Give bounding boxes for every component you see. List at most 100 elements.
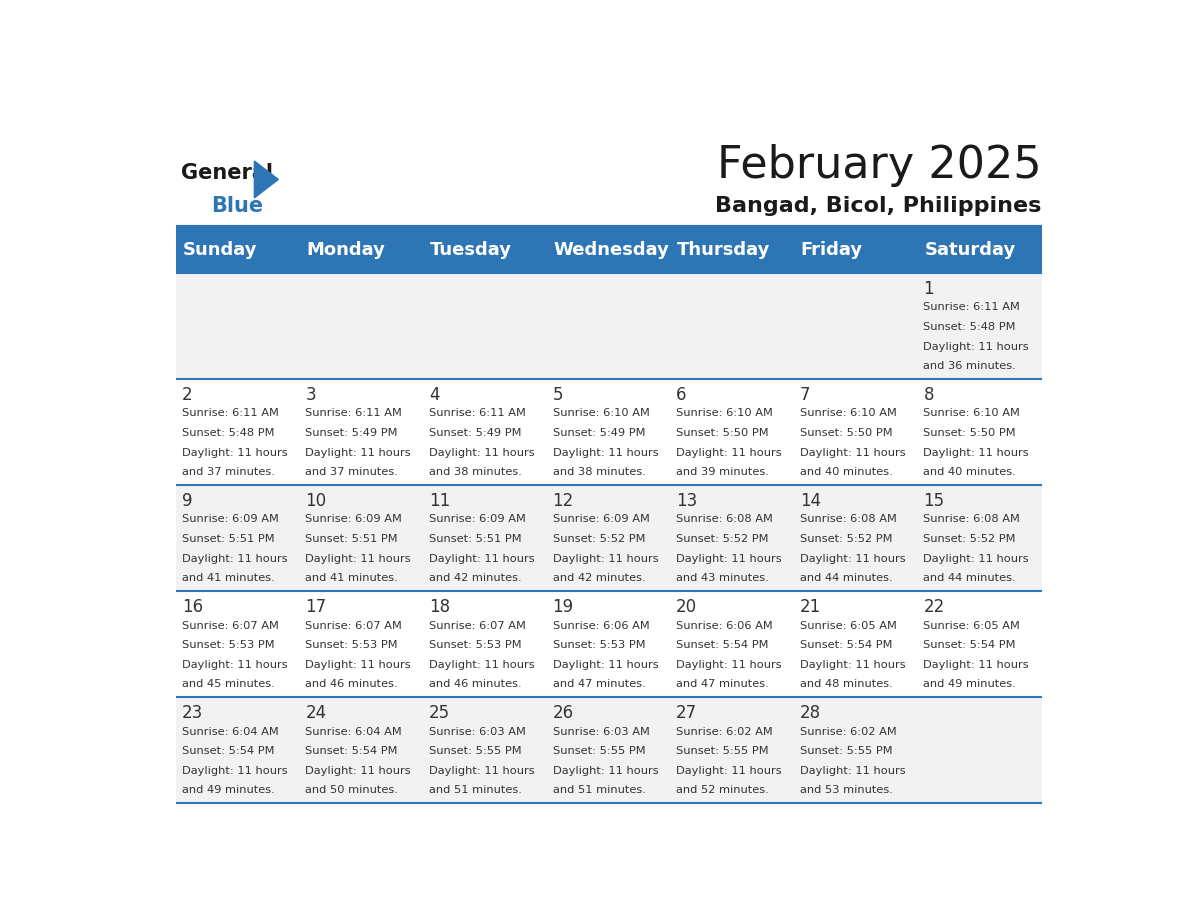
Text: Sunset: 5:53 PM: Sunset: 5:53 PM: [182, 640, 274, 650]
Text: 25: 25: [429, 704, 450, 722]
Text: Sunset: 5:48 PM: Sunset: 5:48 PM: [923, 322, 1016, 332]
Bar: [795, 485, 918, 591]
Bar: [795, 379, 918, 485]
Bar: [546, 379, 671, 485]
Bar: [299, 697, 423, 803]
Text: and 48 minutes.: and 48 minutes.: [800, 679, 892, 689]
Text: 8: 8: [923, 386, 934, 404]
Text: Sunset: 5:54 PM: Sunset: 5:54 PM: [923, 640, 1016, 650]
Text: and 36 minutes.: and 36 minutes.: [923, 362, 1016, 371]
Text: and 37 minutes.: and 37 minutes.: [305, 467, 398, 477]
Text: Sunset: 5:52 PM: Sunset: 5:52 PM: [923, 534, 1016, 544]
Text: Sunrise: 6:09 AM: Sunrise: 6:09 AM: [429, 514, 526, 524]
Text: 3: 3: [305, 386, 316, 404]
Text: Daylight: 11 hours: Daylight: 11 hours: [923, 660, 1029, 670]
Text: and 45 minutes.: and 45 minutes.: [182, 679, 274, 689]
Text: Daylight: 11 hours: Daylight: 11 hours: [923, 448, 1029, 458]
Text: Sunrise: 6:02 AM: Sunrise: 6:02 AM: [800, 726, 897, 736]
Text: Daylight: 11 hours: Daylight: 11 hours: [800, 660, 905, 670]
Text: Thursday: Thursday: [677, 241, 771, 259]
Bar: [795, 697, 918, 803]
Bar: [546, 591, 671, 697]
Text: and 51 minutes.: and 51 minutes.: [429, 786, 522, 795]
Text: Bangad, Bicol, Philippines: Bangad, Bicol, Philippines: [715, 196, 1042, 217]
Text: Sunset: 5:51 PM: Sunset: 5:51 PM: [429, 534, 522, 544]
Text: and 44 minutes.: and 44 minutes.: [800, 574, 892, 583]
Text: and 44 minutes.: and 44 minutes.: [923, 574, 1016, 583]
Text: February 2025: February 2025: [716, 144, 1042, 187]
Text: Sunrise: 6:05 AM: Sunrise: 6:05 AM: [800, 621, 897, 631]
Text: and 46 minutes.: and 46 minutes.: [305, 679, 398, 689]
Text: Daylight: 11 hours: Daylight: 11 hours: [800, 554, 905, 564]
Text: Sunrise: 6:03 AM: Sunrise: 6:03 AM: [552, 726, 650, 736]
Text: Monday: Monday: [307, 241, 385, 259]
Text: Sunset: 5:54 PM: Sunset: 5:54 PM: [800, 640, 892, 650]
Bar: [176, 273, 299, 379]
Bar: [299, 273, 423, 379]
Text: Sunset: 5:54 PM: Sunset: 5:54 PM: [676, 640, 769, 650]
Text: and 37 minutes.: and 37 minutes.: [182, 467, 274, 477]
Text: Daylight: 11 hours: Daylight: 11 hours: [305, 766, 411, 776]
Bar: [918, 697, 1042, 803]
Text: Daylight: 11 hours: Daylight: 11 hours: [552, 554, 658, 564]
Text: Sunrise: 6:08 AM: Sunrise: 6:08 AM: [676, 514, 773, 524]
Text: Daylight: 11 hours: Daylight: 11 hours: [676, 448, 782, 458]
Text: Saturday: Saturday: [924, 241, 1016, 259]
Text: Daylight: 11 hours: Daylight: 11 hours: [676, 660, 782, 670]
Text: Sunday: Sunday: [183, 241, 257, 259]
Text: Sunrise: 6:03 AM: Sunrise: 6:03 AM: [429, 726, 526, 736]
Text: 20: 20: [676, 598, 697, 616]
Polygon shape: [254, 161, 278, 197]
Text: General: General: [181, 163, 273, 184]
Text: Daylight: 11 hours: Daylight: 11 hours: [800, 448, 905, 458]
Text: Blue: Blue: [211, 196, 264, 217]
Text: 7: 7: [800, 386, 810, 404]
Text: Sunset: 5:49 PM: Sunset: 5:49 PM: [305, 428, 398, 438]
Text: Sunrise: 6:08 AM: Sunrise: 6:08 AM: [800, 514, 897, 524]
Text: Sunset: 5:51 PM: Sunset: 5:51 PM: [305, 534, 398, 544]
Text: and 47 minutes.: and 47 minutes.: [552, 679, 645, 689]
Text: Daylight: 11 hours: Daylight: 11 hours: [676, 766, 782, 776]
Text: Sunset: 5:54 PM: Sunset: 5:54 PM: [305, 746, 398, 756]
Text: Sunrise: 6:06 AM: Sunrise: 6:06 AM: [676, 621, 773, 631]
Text: Sunrise: 6:09 AM: Sunrise: 6:09 AM: [305, 514, 403, 524]
Text: Daylight: 11 hours: Daylight: 11 hours: [552, 448, 658, 458]
Bar: [671, 273, 795, 379]
Text: Sunrise: 6:11 AM: Sunrise: 6:11 AM: [429, 409, 526, 419]
Bar: [671, 485, 795, 591]
Bar: [795, 273, 918, 379]
Text: Daylight: 11 hours: Daylight: 11 hours: [305, 554, 411, 564]
Text: Tuesday: Tuesday: [430, 241, 512, 259]
Text: Daylight: 11 hours: Daylight: 11 hours: [552, 660, 658, 670]
Text: 27: 27: [676, 704, 697, 722]
Text: and 43 minutes.: and 43 minutes.: [676, 574, 769, 583]
Text: Daylight: 11 hours: Daylight: 11 hours: [923, 554, 1029, 564]
Text: Sunrise: 6:02 AM: Sunrise: 6:02 AM: [676, 726, 773, 736]
Bar: [176, 227, 1042, 273]
Text: 19: 19: [552, 598, 574, 616]
Text: Sunset: 5:54 PM: Sunset: 5:54 PM: [182, 746, 274, 756]
Text: Daylight: 11 hours: Daylight: 11 hours: [676, 554, 782, 564]
Text: Daylight: 11 hours: Daylight: 11 hours: [182, 766, 287, 776]
Text: 21: 21: [800, 598, 821, 616]
Text: 22: 22: [923, 598, 944, 616]
Bar: [176, 591, 299, 697]
Text: Sunset: 5:53 PM: Sunset: 5:53 PM: [305, 640, 398, 650]
Text: Sunrise: 6:04 AM: Sunrise: 6:04 AM: [182, 726, 278, 736]
Bar: [918, 273, 1042, 379]
Text: Sunset: 5:52 PM: Sunset: 5:52 PM: [800, 534, 892, 544]
Text: Daylight: 11 hours: Daylight: 11 hours: [429, 660, 535, 670]
Bar: [423, 273, 546, 379]
Text: and 49 minutes.: and 49 minutes.: [182, 786, 274, 795]
Text: Sunset: 5:50 PM: Sunset: 5:50 PM: [800, 428, 892, 438]
Text: 12: 12: [552, 492, 574, 509]
Text: 9: 9: [182, 492, 192, 509]
Text: Sunrise: 6:08 AM: Sunrise: 6:08 AM: [923, 514, 1020, 524]
Text: Sunrise: 6:11 AM: Sunrise: 6:11 AM: [305, 409, 403, 419]
Text: 28: 28: [800, 704, 821, 722]
Bar: [546, 273, 671, 379]
Text: Sunrise: 6:09 AM: Sunrise: 6:09 AM: [552, 514, 650, 524]
Text: Daylight: 11 hours: Daylight: 11 hours: [429, 554, 535, 564]
Text: Sunset: 5:49 PM: Sunset: 5:49 PM: [429, 428, 522, 438]
Text: and 42 minutes.: and 42 minutes.: [552, 574, 645, 583]
